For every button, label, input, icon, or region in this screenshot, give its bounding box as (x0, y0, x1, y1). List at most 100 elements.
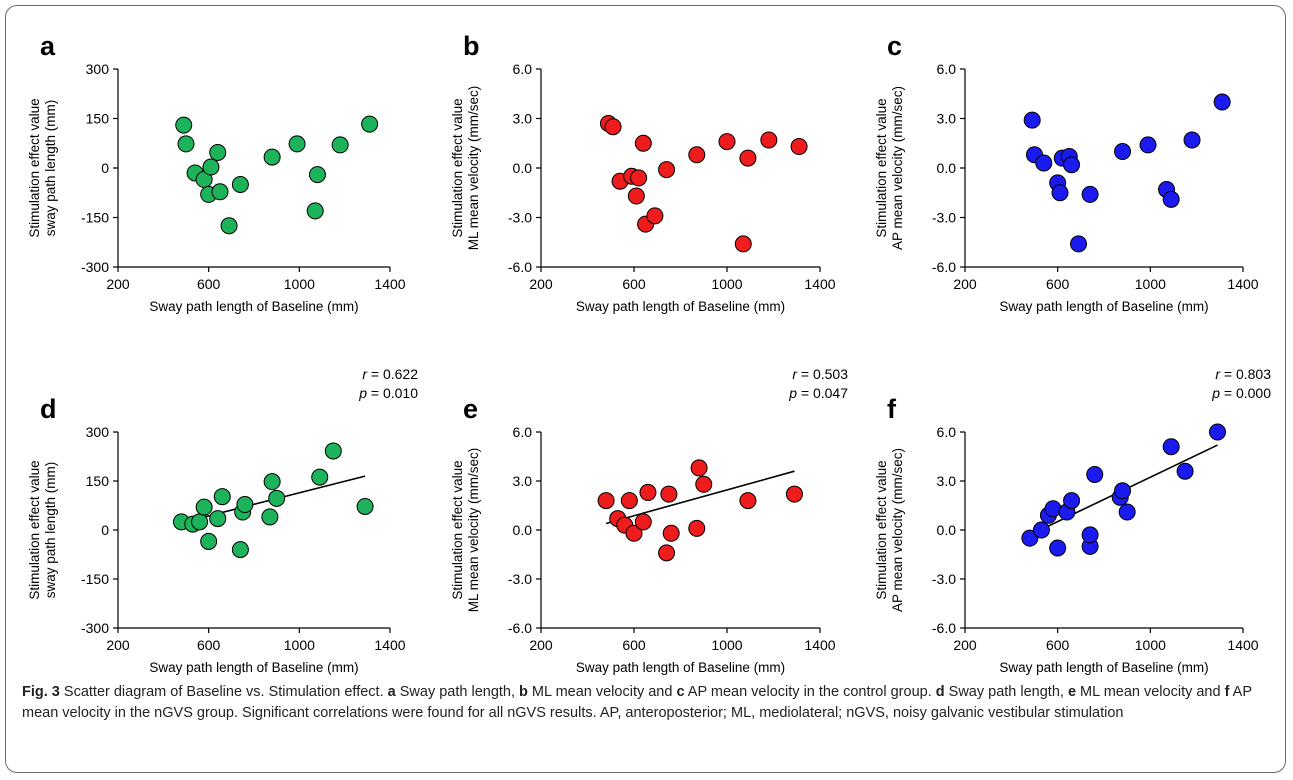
x-tick-label: 200 (953, 276, 977, 292)
caption-letter-d: d (935, 684, 945, 700)
y-tick-label: -300 (81, 620, 109, 636)
panel-letter: d (40, 394, 57, 424)
data-point (200, 532, 218, 550)
x-tick-label: 1400 (1227, 276, 1258, 292)
y-tick-label: 300 (86, 424, 110, 440)
x-tick-label: 1000 (1135, 637, 1166, 653)
y-tick-label: -3.0 (508, 210, 532, 226)
x-tick-label: 600 (1046, 276, 1070, 292)
y-axis-label: Stimulation effect value (874, 460, 889, 599)
data-point (209, 143, 227, 161)
data-point (1081, 185, 1099, 203)
data-point (311, 468, 329, 486)
y-axis-label: Stimulation effect value (874, 98, 889, 237)
x-tick-label: 200 (106, 276, 130, 292)
data-point (231, 541, 249, 559)
data-point (1118, 503, 1136, 521)
data-point (231, 176, 249, 193)
y-tick-label: 0 (101, 160, 109, 176)
caption-letter-e: e (1067, 684, 1077, 700)
caption-letter-b: b (519, 684, 528, 700)
panel-letter: b (463, 31, 480, 61)
panel-letter: c (887, 31, 902, 61)
data-point (1086, 465, 1104, 483)
y-axis-label: ML mean velocity (mm/sec) (466, 448, 481, 613)
x-tick-label: 1000 (284, 637, 315, 653)
panel-e: e -6.0 -3.0 0.0 3.0 6.0 200 600 1000 1400 Sway pat… (450, 366, 848, 675)
caption-letter-a: a (387, 684, 396, 700)
data-point (195, 498, 213, 516)
x-tick-label: 1400 (804, 276, 835, 292)
x-tick-label: 600 (197, 276, 221, 292)
y-tick-label: 6.0 (513, 424, 533, 440)
y-axis-label: AP mean velocity (mm/sec) (890, 448, 905, 612)
data-point (236, 496, 254, 514)
regression-line (605, 470, 795, 525)
stat-p: p = 0.000 (1211, 385, 1271, 401)
data-point (202, 158, 220, 176)
data-point (288, 135, 306, 153)
panel-c: c -6.0 -3.0 0.0 3.0 6.0 200 600 1000 1400 Sway pat… (874, 31, 1259, 314)
y-axis-label: AP mean velocity (mm/sec) (890, 86, 905, 250)
x-tick-label: 600 (622, 637, 646, 653)
data-point (604, 118, 622, 136)
data-point (1063, 156, 1081, 174)
x-tick-label: 1400 (804, 637, 835, 653)
data-point (306, 202, 324, 220)
data-point (662, 524, 680, 542)
data-point (263, 148, 281, 166)
y-tick-label: -6.0 (932, 620, 956, 636)
y-axis-label: Stimulation effect value (27, 460, 42, 599)
data-point (175, 116, 193, 134)
y-tick-label: 3.0 (513, 111, 533, 127)
y-tick-label: -300 (81, 259, 109, 275)
x-axis-label: Sway path length of Baseline (mm) (149, 660, 358, 675)
y-tick-label: 6.0 (937, 424, 957, 440)
data-point (734, 235, 752, 253)
caption-text-e: ML mean velocity and (1076, 684, 1225, 700)
data-point (625, 524, 643, 542)
y-tick-label: 0 (101, 522, 109, 538)
data-point (324, 442, 342, 460)
x-tick-label: 200 (106, 637, 130, 653)
y-tick-label: -3.0 (932, 571, 956, 587)
data-point (1021, 529, 1039, 547)
y-axis-label: Stimulation effect value (450, 98, 465, 237)
y-tick-label: 300 (86, 61, 110, 77)
y-tick-label: 6.0 (513, 61, 533, 77)
panel-f: f -6.0 -3.0 0.0 3.0 6.0 200 600 1000 1400 Sway pat… (874, 366, 1271, 675)
data-point (211, 183, 229, 201)
data-point (331, 136, 349, 154)
data-point (1162, 190, 1180, 208)
figure-frame (5, 5, 1286, 773)
data-point (1063, 492, 1081, 510)
x-tick-label: 200 (529, 276, 553, 292)
y-axis-label: ML mean velocity (mm/sec) (466, 86, 481, 251)
caption-text-d: Sway path length, (944, 684, 1068, 700)
panel-letter: e (463, 394, 478, 424)
data-point (627, 187, 645, 205)
y-tick-label: -3.0 (508, 571, 532, 587)
data-point (308, 166, 326, 184)
data-point (646, 207, 664, 225)
figure-caption: Fig. 3 Scatter diagram of Baseline vs. S… (22, 682, 1277, 724)
data-point (660, 485, 678, 503)
data-point (261, 508, 279, 526)
data-point (1162, 438, 1180, 456)
data-point (688, 146, 706, 164)
data-point (739, 492, 757, 510)
y-tick-label: 0.0 (937, 522, 957, 538)
data-point (790, 138, 808, 156)
data-point (177, 135, 195, 153)
y-tick-label: -6.0 (508, 259, 532, 275)
panel-b: b -6.0 -3.0 0.0 3.0 6.0 200 600 1000 1400 Sway pat… (450, 31, 836, 314)
x-tick-label: 600 (1046, 637, 1070, 653)
x-tick-label: 1000 (711, 276, 742, 292)
panel-letter: a (40, 31, 56, 61)
data-point (718, 133, 736, 151)
y-tick-label: -3.0 (932, 210, 956, 226)
x-tick-label: 600 (197, 637, 221, 653)
data-point (695, 475, 713, 493)
data-point (1139, 136, 1157, 154)
y-tick-label: 6.0 (937, 61, 957, 77)
